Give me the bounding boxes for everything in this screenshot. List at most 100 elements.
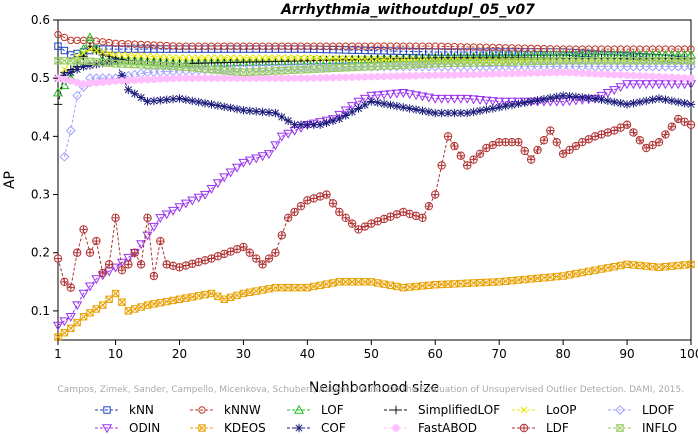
data-point	[67, 324, 75, 333]
data-point	[54, 30, 62, 39]
data-point	[246, 54, 254, 62]
data-point	[341, 213, 350, 223]
legend-label: LOF	[321, 403, 344, 417]
data-point	[470, 57, 478, 65]
data-point	[354, 55, 363, 63]
legend-marker	[520, 406, 528, 414]
series-line	[57, 118, 692, 289]
data-point	[475, 106, 485, 115]
series-kdeos	[54, 260, 695, 341]
data-point	[277, 112, 286, 122]
data-point	[271, 108, 280, 118]
data-point	[252, 287, 260, 295]
data-point	[200, 256, 210, 265]
data-point	[353, 97, 364, 107]
data-point	[526, 155, 536, 164]
data-point	[303, 196, 312, 205]
data-point	[118, 298, 126, 306]
data-point	[565, 271, 574, 279]
data-point	[634, 61, 645, 72]
data-point	[591, 70, 599, 78]
data-point	[180, 199, 191, 209]
data-point	[283, 116, 293, 126]
data-point	[597, 130, 606, 139]
data-point	[405, 283, 414, 291]
data-point	[226, 293, 235, 302]
data-point	[469, 70, 478, 79]
data-point	[72, 90, 83, 101]
data-point	[648, 140, 657, 150]
data-point	[111, 213, 120, 223]
data-point	[131, 305, 139, 313]
data-point	[609, 86, 620, 96]
data-point	[386, 56, 395, 64]
data-point	[347, 219, 357, 228]
data-point	[360, 100, 370, 110]
data-point	[99, 48, 107, 56]
data-point	[328, 116, 338, 126]
data-point	[188, 74, 196, 82]
data-point	[686, 57, 696, 65]
data-point	[437, 161, 446, 170]
data-point	[110, 263, 121, 273]
series-fastabod	[54, 68, 695, 88]
data-point	[571, 141, 581, 151]
data-point	[59, 57, 69, 65]
data-point	[244, 156, 255, 166]
data-point	[546, 93, 555, 103]
data-point	[521, 275, 529, 284]
data-point	[635, 136, 645, 145]
data-point	[348, 55, 356, 63]
data-point	[622, 100, 632, 109]
data-point	[322, 54, 331, 62]
data-point	[251, 154, 262, 164]
data-point	[412, 72, 420, 80]
data-point	[252, 254, 261, 263]
data-point	[661, 73, 670, 81]
data-point	[239, 242, 248, 252]
data-point	[474, 96, 486, 105]
data-point	[686, 100, 696, 109]
data-point	[411, 105, 421, 114]
data-point	[654, 137, 664, 147]
data-point	[220, 54, 228, 62]
data-point	[149, 271, 159, 281]
data-point	[399, 207, 408, 217]
data-point	[392, 101, 402, 111]
data-point	[405, 72, 414, 80]
data-point	[660, 80, 671, 90]
data-point	[668, 73, 676, 82]
data-point	[188, 259, 197, 268]
data-point	[615, 61, 626, 72]
data-point	[60, 277, 69, 287]
data-point	[354, 104, 363, 113]
legend-item-cof: COF	[287, 421, 346, 434]
legend-label: kNNW	[224, 403, 261, 417]
data-point	[347, 102, 358, 112]
data-point	[195, 54, 203, 62]
data-point	[380, 72, 388, 81]
data-point	[457, 70, 465, 79]
data-point	[200, 190, 211, 200]
data-point	[622, 80, 633, 90]
data-point	[227, 54, 235, 62]
legend-marker	[519, 423, 529, 433]
data-point	[527, 69, 535, 77]
data-point	[316, 54, 324, 62]
data-point	[220, 102, 229, 111]
legend-label: LoOP	[546, 403, 577, 417]
data-point	[156, 96, 165, 105]
data-point	[124, 76, 133, 85]
series-inflo	[53, 57, 696, 77]
data-point	[540, 69, 548, 77]
data-point	[687, 260, 695, 269]
data-point	[399, 103, 408, 112]
data-point	[80, 49, 88, 57]
data-point	[194, 97, 203, 107]
data-point	[648, 95, 657, 104]
data-point	[188, 54, 196, 62]
data-point	[264, 108, 274, 117]
data-point	[207, 100, 216, 109]
data-point	[578, 69, 587, 77]
data-point	[501, 277, 510, 285]
